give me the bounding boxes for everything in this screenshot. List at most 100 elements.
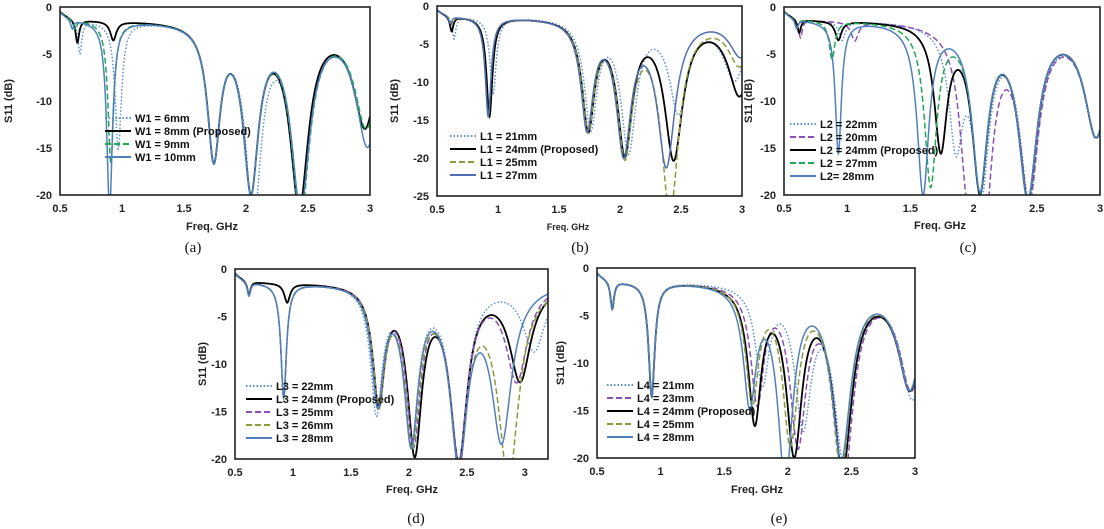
legend-entry: L3 = 22mm bbox=[276, 381, 333, 393]
plot-frame bbox=[234, 268, 549, 460]
series-line-2 bbox=[235, 272, 548, 459]
y-tick-label: -10 bbox=[36, 96, 52, 108]
y-tick-label: -10 bbox=[413, 77, 429, 89]
y-tick-label: -10 bbox=[760, 96, 776, 108]
y-tick-label: -15 bbox=[413, 115, 429, 127]
y-axis-label: S11 (dB) bbox=[389, 79, 401, 123]
x-tick-label: 2 bbox=[785, 466, 791, 478]
legend-entry: W1 = 9mm bbox=[135, 139, 190, 151]
legend-entry: L2= 28mm bbox=[820, 171, 874, 183]
legend-entry: L2 = 27mm bbox=[820, 158, 877, 170]
chart-panel-4: 0.5 1 1.5 2 2.5 3 0 -5 -10 -15 -20 Freq. GHz S11 (dB… bbox=[197, 264, 549, 527]
x-axis-label: Freq. GHz bbox=[731, 484, 783, 496]
y-tick-label: -5 bbox=[42, 49, 52, 61]
x-tick-label: 2.5 bbox=[844, 466, 859, 478]
x-axis-label: Freq. GHz bbox=[914, 220, 966, 232]
x-tick-label: 2.5 bbox=[673, 204, 688, 216]
panel-caption: (a) bbox=[185, 240, 202, 256]
y-tick-label: 0 bbox=[46, 2, 52, 14]
panel-caption: (b) bbox=[571, 240, 589, 256]
legend-entry: L2 = 24mm (Proposed) bbox=[820, 145, 939, 157]
x-tick-label: 1 bbox=[495, 204, 501, 216]
x-tick-label: 3 bbox=[522, 467, 528, 479]
series-line-5 bbox=[597, 272, 915, 458]
chart-panel-1: 0.5 1 1.5 2 2.5 3 0 -5 -10 -15 -20 Freq. GHz S11 (dB… bbox=[3, 2, 373, 256]
x-tick-label: 1.5 bbox=[903, 203, 918, 215]
y-tick-label: -10 bbox=[573, 358, 589, 370]
plot-frame bbox=[783, 6, 1101, 196]
y-axis-label: S11 (dB) bbox=[197, 342, 209, 386]
x-tick-label: 3 bbox=[912, 466, 918, 478]
chart-panel-2: 0.5 1 1.5 2 2.5 3 0 -5 -10 -15 -20 -25 Freq. GHz S11 … bbox=[389, 1, 745, 256]
x-tick-label: 2.5 bbox=[459, 467, 474, 479]
panel-caption: (e) bbox=[771, 511, 788, 527]
x-tick-label: 1.5 bbox=[343, 467, 358, 479]
x-tick-label: 1 bbox=[844, 203, 850, 215]
y-tick-label: -15 bbox=[36, 143, 52, 155]
series-group bbox=[597, 272, 915, 458]
legend-entry: L1 = 24mm (Proposed) bbox=[480, 144, 599, 156]
y-tick-label: -15 bbox=[573, 406, 589, 418]
series-line-2 bbox=[437, 9, 742, 162]
legend-entry: W1 = 8mm (Proposed) bbox=[135, 126, 251, 138]
y-tick-label: 0 bbox=[221, 264, 227, 276]
panel-caption: (c) bbox=[960, 240, 977, 256]
legend-entry: L3 = 28mm bbox=[276, 433, 333, 445]
x-tick-label: 1.5 bbox=[551, 204, 566, 216]
y-axis-label: S11 (dB) bbox=[555, 341, 567, 385]
series-group bbox=[784, 10, 1100, 195]
x-tick-label: 0.5 bbox=[429, 204, 444, 216]
y-tick-label: -25 bbox=[413, 191, 429, 203]
series-line-4 bbox=[437, 9, 742, 169]
x-tick-label: 0.5 bbox=[776, 203, 791, 215]
plot-frame bbox=[596, 267, 916, 459]
x-axis-label: Freq. GHz bbox=[186, 221, 238, 233]
legend-entry: L2 = 22mm bbox=[820, 119, 877, 131]
series-line-5 bbox=[784, 11, 1100, 195]
y-tick-label: -20 bbox=[573, 453, 589, 465]
x-tick-label: 1 bbox=[290, 467, 296, 479]
y-tick-label: -20 bbox=[760, 190, 776, 202]
x-axis-label: Freq. GHz bbox=[547, 222, 590, 232]
x-tick-label: 3 bbox=[1097, 203, 1103, 215]
y-tick-label: -15 bbox=[211, 407, 227, 419]
legend-entry: L3 = 24mm (Proposed) bbox=[276, 394, 395, 406]
legend-entry: L4 = 21mm bbox=[637, 380, 694, 392]
x-tick-label: 2.5 bbox=[300, 203, 315, 215]
legend-entry: L4 = 24mm (Proposed) bbox=[637, 406, 756, 418]
x-tick-label: 2.5 bbox=[1029, 203, 1044, 215]
x-tick-label: 2 bbox=[243, 203, 249, 215]
legend-entry: L1 = 25mm bbox=[480, 157, 537, 169]
chart-panel-5: 0.5 1 1.5 2 2.5 3 0 -5 -10 -15 -20 Freq. GHz S11 (dB… bbox=[555, 263, 918, 527]
y-axis-label: S11 (dB) bbox=[743, 79, 755, 123]
series-line-3 bbox=[437, 9, 742, 196]
x-tick-label: 1.5 bbox=[717, 466, 732, 478]
x-tick-label: 1.5 bbox=[176, 203, 191, 215]
y-tick-label: -20 bbox=[413, 153, 429, 165]
legend-entry: L4 = 28mm bbox=[637, 432, 694, 444]
y-tick-label: -15 bbox=[760, 143, 776, 155]
x-tick-label: 2 bbox=[617, 204, 623, 216]
y-tick-label: -5 bbox=[579, 311, 589, 323]
legend-entry: L1 = 21mm bbox=[480, 131, 537, 143]
x-tick-label: 0.5 bbox=[589, 466, 604, 478]
x-tick-label: 0.5 bbox=[52, 203, 67, 215]
y-tick-label: -5 bbox=[766, 49, 776, 61]
x-tick-label: 0.5 bbox=[227, 467, 242, 479]
series-line-1 bbox=[784, 10, 1100, 195]
y-tick-label: 0 bbox=[770, 2, 776, 14]
y-tick-label: 0 bbox=[583, 263, 589, 275]
legend-entry: L3 = 26mm bbox=[276, 420, 333, 432]
series-group bbox=[235, 272, 548, 459]
y-tick-label: -10 bbox=[211, 359, 227, 371]
x-tick-label: 2 bbox=[406, 467, 412, 479]
series-group bbox=[60, 10, 370, 195]
x-tick-label: 2 bbox=[971, 203, 977, 215]
legend-entry: L1 = 27mm bbox=[480, 170, 537, 182]
